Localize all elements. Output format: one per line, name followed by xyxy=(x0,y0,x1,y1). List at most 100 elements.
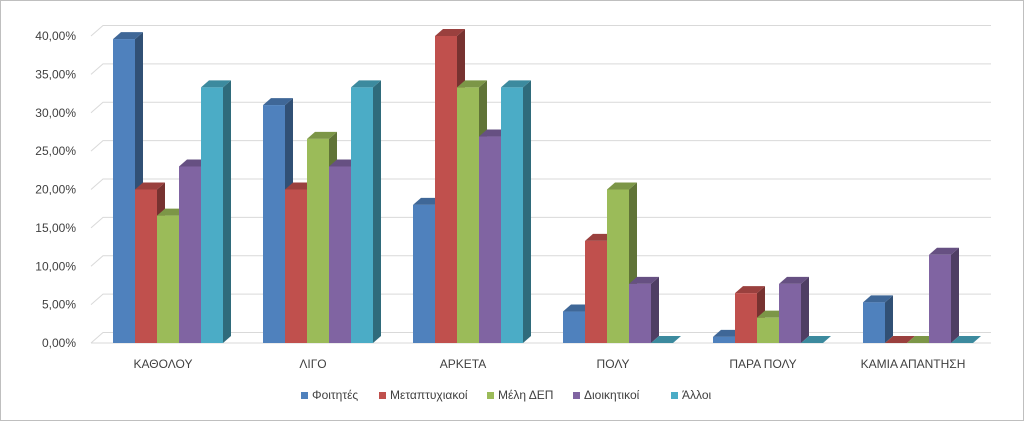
legend-item: Μέλη ΔΕΠ xyxy=(487,388,553,402)
legend: Φοιτητές Μεταπτυχιακοί Μέλη ΔΕΠ Διοικητικοί… xyxy=(301,388,712,402)
grid-lines xyxy=(90,25,991,344)
gridline xyxy=(90,140,991,152)
gridline xyxy=(90,255,991,267)
y-tick-label: 20,00% xyxy=(35,183,76,197)
bar-side xyxy=(223,80,231,344)
bar-Διοικητικοί-ΠΟΛΥ xyxy=(629,276,659,343)
x-category-label: ΑΡΚΕΤΑ xyxy=(440,357,486,371)
bar-top xyxy=(929,247,959,255)
legend-label: Φοιτητές xyxy=(312,388,358,402)
legend-swatch xyxy=(487,392,494,399)
bar-top xyxy=(201,80,231,88)
x-category-label: ΚΑΘΟΛΟΥ xyxy=(134,357,193,371)
y-tick-label: 5,00% xyxy=(42,298,76,312)
bar-top xyxy=(801,336,831,343)
bar-front xyxy=(779,283,801,343)
bar-top xyxy=(457,80,487,88)
x-category-label: ΚΑΜΙΑ ΑΠΑΝΤΗΣΗ xyxy=(861,357,966,371)
y-tick-label: 35,00% xyxy=(35,67,76,81)
bar-side xyxy=(885,295,893,343)
gridline xyxy=(90,101,991,114)
bar-Άλλοι-ΛΙΓΟ xyxy=(351,80,381,344)
legend-label: Μέλη ΔΕΠ xyxy=(498,388,553,402)
bar-front xyxy=(179,166,201,343)
bars xyxy=(113,29,981,344)
gridline xyxy=(90,25,991,37)
bar-front xyxy=(863,302,885,343)
bar-front xyxy=(285,189,307,343)
y-tick-label: 0,00% xyxy=(42,336,76,350)
bar-top xyxy=(351,80,381,88)
bar-front xyxy=(713,336,735,343)
legend-label: Διοικητικοί xyxy=(584,388,640,402)
bar-side xyxy=(951,247,959,343)
bar-top xyxy=(501,80,531,88)
legend-label: Άλλοι xyxy=(682,388,712,402)
bar-front xyxy=(735,293,757,343)
x-category-label: ΠΑΡΑ ΠΟΛΥ xyxy=(729,357,796,371)
y-axis-ticks: 0,00% 5,00% 10,00% 15,00% 20,00% 25,00% 30,00%… xyxy=(35,29,76,350)
bar-front xyxy=(307,138,329,343)
bar-top xyxy=(113,32,143,40)
y-tick-label: 30,00% xyxy=(35,106,76,120)
bar-front xyxy=(351,87,373,343)
bar-front xyxy=(435,36,457,343)
bar-front xyxy=(457,87,479,343)
legend-item: Διοικητικοί xyxy=(573,388,640,402)
legend-swatch xyxy=(573,392,580,399)
bar-top xyxy=(307,131,337,139)
bar-top xyxy=(951,336,981,343)
bar-front xyxy=(563,311,585,343)
bar-front xyxy=(201,87,223,343)
bar-Φοιτητές-ΚΑΜΙΑ ΑΠΑΝΤΗΣΗ xyxy=(863,295,893,343)
y-tick-label: 10,00% xyxy=(35,259,76,273)
y-tick-label: 25,00% xyxy=(35,144,76,158)
bar-top xyxy=(135,182,165,190)
y-tick-label: 15,00% xyxy=(35,221,76,235)
bar-side xyxy=(523,80,531,344)
bar-Άλλοι-ΠΟΛΥ xyxy=(651,336,681,343)
bar-front xyxy=(479,136,501,343)
gridline xyxy=(90,293,991,306)
bar-front xyxy=(135,189,157,343)
bar-front xyxy=(929,254,951,343)
legend-item: Μεταπτυχιακοί xyxy=(379,388,468,402)
x-category-label: ΛΙΓΟ xyxy=(299,357,326,371)
legend-label: Μεταπτυχιακοί xyxy=(390,388,468,402)
bar-front xyxy=(329,166,351,343)
bar-front xyxy=(157,215,179,343)
bar-front xyxy=(607,189,629,343)
bar-side xyxy=(801,276,809,343)
bar-front xyxy=(629,283,651,343)
bar-Άλλοι-ΑΡΚΕΤΑ xyxy=(501,80,531,344)
bar-top xyxy=(885,336,915,343)
bar-top xyxy=(863,295,893,303)
bar-top xyxy=(735,286,765,294)
bar-front xyxy=(585,240,607,343)
bar-front xyxy=(263,105,285,343)
legend-swatch xyxy=(671,392,678,399)
x-axis-categories: ΚΑΘΟΛΟΥ ΛΙΓΟ ΑΡΚΕΤΑ ΠΟΛΥ ΠΑΡΑ ΠΟΛΥ ΚΑΜΙΑ ΑΠΑΝ… xyxy=(134,357,966,371)
bar-front xyxy=(757,317,779,343)
bar-Άλλοι-ΚΑΘΟΛΟΥ xyxy=(201,80,231,344)
bar-Μεταπτυχιακοί-ΚΑΜΙΑ ΑΠΑΝΤΗΣΗ xyxy=(885,336,915,343)
gridline xyxy=(90,178,991,190)
bar-top xyxy=(651,336,681,343)
bar-front xyxy=(113,39,135,343)
y-tick-label: 40,00% xyxy=(35,29,76,43)
x-category-label: ΠΟΛΥ xyxy=(597,357,630,371)
bar-front xyxy=(413,204,435,343)
legend-swatch xyxy=(301,392,308,399)
bar-top xyxy=(435,29,465,36)
gridline xyxy=(90,332,991,344)
legend-item: Φοιτητές xyxy=(301,388,358,402)
gridline xyxy=(90,63,991,75)
bar-Άλλοι-ΠΑΡΑ ΠΟΛΥ xyxy=(801,336,831,343)
bar-Διοικητικοί-ΠΑΡΑ ΠΟΛΥ xyxy=(779,276,809,343)
bar-top xyxy=(607,182,637,190)
gridline xyxy=(90,216,991,229)
bar-side xyxy=(651,276,659,343)
bar-front xyxy=(501,87,523,343)
